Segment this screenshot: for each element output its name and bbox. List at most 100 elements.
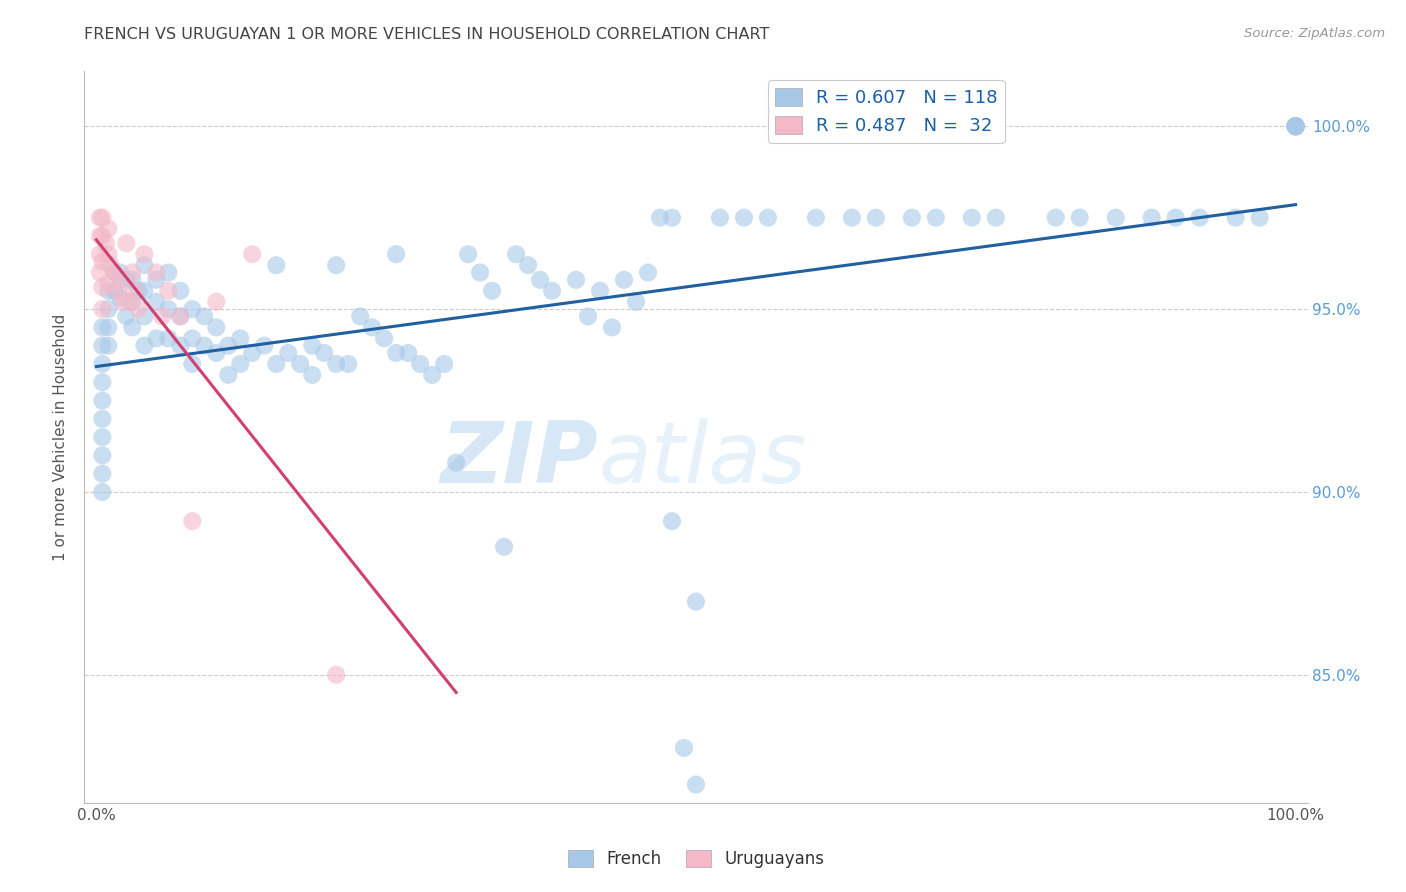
Point [145, 294, 167, 309]
Point [613, 273, 636, 287]
Point [685, 778, 707, 792]
Point [589, 284, 612, 298]
Point [91, 211, 114, 225]
Point [841, 211, 863, 225]
Point [181, 301, 204, 317]
Point [325, 357, 347, 371]
Point [134, 339, 156, 353]
Point [103, 265, 125, 279]
Point [420, 368, 443, 382]
Point [709, 211, 731, 225]
Point [685, 594, 707, 608]
Point [91, 484, 114, 499]
Point [127, 301, 149, 317]
Point [134, 284, 156, 298]
Point [97, 284, 120, 298]
Point [217, 339, 239, 353]
Point [91, 254, 114, 268]
Point [1069, 211, 1091, 225]
Point [91, 357, 114, 371]
Point [229, 331, 252, 345]
Point [1105, 211, 1128, 225]
Point [1045, 211, 1067, 225]
Point [373, 331, 395, 345]
Point [91, 430, 114, 444]
Text: ZIP: ZIP [440, 417, 598, 500]
Point [637, 265, 659, 279]
Point [121, 265, 143, 279]
Point [89, 265, 111, 279]
Point [565, 273, 588, 287]
Point [1284, 119, 1306, 133]
Point [385, 247, 408, 261]
Point [110, 291, 132, 305]
Point [150, 310, 173, 324]
Point [494, 540, 516, 554]
Point [1140, 211, 1163, 225]
Point [97, 301, 120, 317]
Point [91, 448, 114, 462]
Point [145, 273, 167, 287]
Point [91, 411, 114, 425]
Point [121, 273, 143, 287]
Point [253, 339, 276, 353]
Point [94, 236, 117, 251]
Point [89, 211, 111, 225]
Point [1284, 119, 1306, 133]
Point [157, 265, 180, 279]
Point [110, 273, 132, 287]
Point [100, 258, 122, 272]
Point [433, 357, 456, 371]
Point [290, 357, 312, 371]
Point [1284, 119, 1306, 133]
Point [409, 357, 432, 371]
Point [1284, 119, 1306, 133]
Point [181, 331, 204, 345]
Point [91, 320, 114, 334]
Point [661, 211, 683, 225]
Point [349, 310, 371, 324]
Point [314, 346, 336, 360]
Text: atlas: atlas [598, 417, 806, 500]
Point [325, 258, 347, 272]
Point [110, 265, 132, 279]
Point [169, 310, 191, 324]
Point [115, 310, 138, 324]
Point [468, 265, 491, 279]
Point [97, 277, 120, 291]
Point [529, 273, 551, 287]
Point [1284, 119, 1306, 133]
Point [181, 514, 204, 528]
Point [1284, 119, 1306, 133]
Point [325, 667, 347, 681]
Point [1284, 119, 1306, 133]
Point [145, 331, 167, 345]
Point [505, 247, 527, 261]
Point [91, 375, 114, 389]
Point [444, 456, 467, 470]
Point [205, 320, 228, 334]
Point [121, 320, 143, 334]
Point [103, 284, 125, 298]
Point [264, 357, 287, 371]
Point [541, 284, 564, 298]
Point [91, 339, 114, 353]
Point [89, 247, 111, 261]
Point [1249, 211, 1271, 225]
Point [865, 211, 887, 225]
Text: Source: ZipAtlas.com: Source: ZipAtlas.com [1244, 27, 1385, 40]
Point [960, 211, 983, 225]
Point [733, 211, 755, 225]
Point [134, 310, 156, 324]
Point [361, 320, 384, 334]
Point [193, 339, 215, 353]
Point [624, 294, 647, 309]
Point [481, 284, 503, 298]
Point [277, 346, 299, 360]
Point [91, 228, 114, 243]
Point [97, 221, 120, 235]
Point [145, 265, 167, 279]
Point [91, 393, 114, 408]
Point [385, 346, 408, 360]
Point [1284, 119, 1306, 133]
